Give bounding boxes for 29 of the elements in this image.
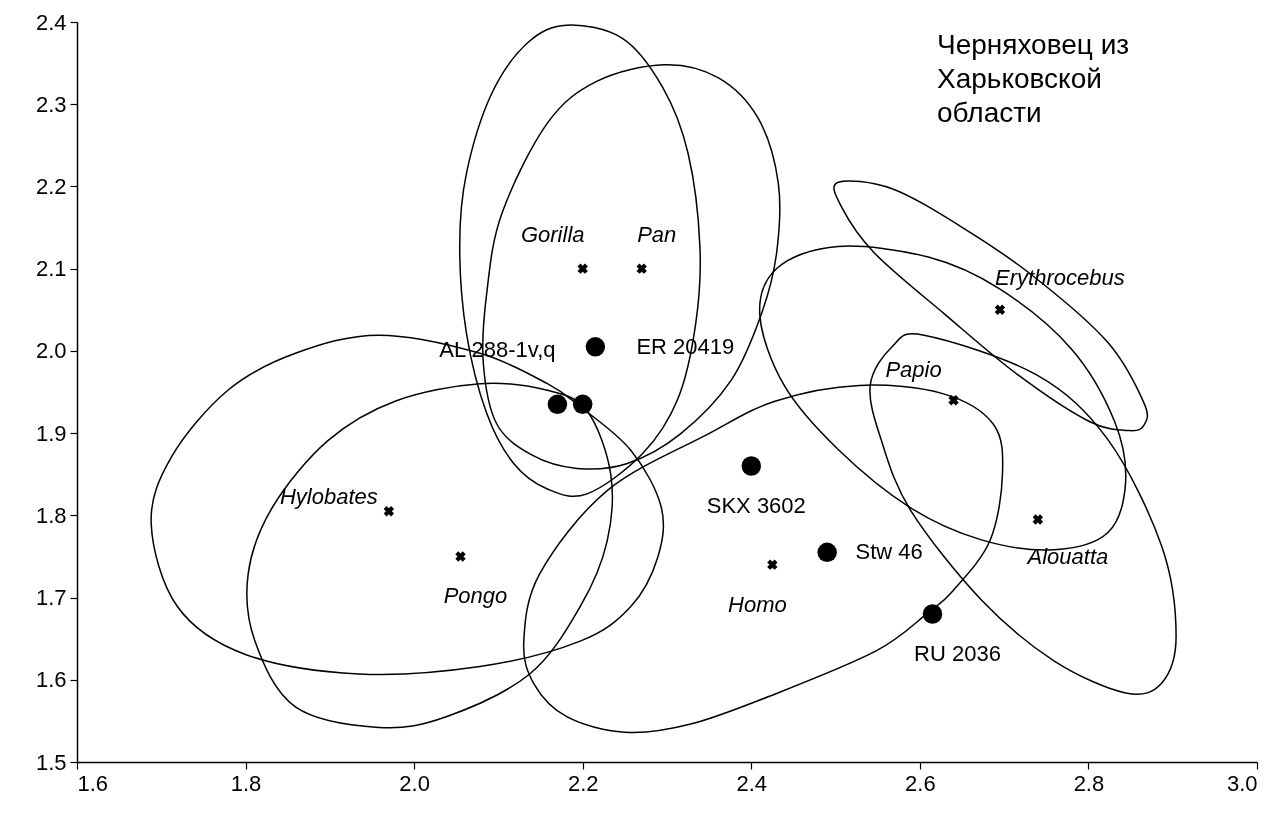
y-tick-label: 2.3 xyxy=(35,91,67,117)
data-label: RU 2036 xyxy=(914,641,1001,666)
x-tick-label: 3.0 xyxy=(1226,770,1258,796)
data-label: Homo xyxy=(728,591,787,617)
y-tick-label: 2.0 xyxy=(35,338,67,364)
y-tick-label: 1.8 xyxy=(35,502,67,528)
y-tick-label: 2.4 xyxy=(35,9,67,35)
x-tick-label: 1.8 xyxy=(230,770,262,796)
data-label: SKX 3602 xyxy=(706,493,806,518)
data-label: Alouatta xyxy=(1025,544,1109,570)
x-tick-label: 2.4 xyxy=(736,770,768,796)
y-tick-label: 1.7 xyxy=(35,585,67,611)
data-label: Papio xyxy=(885,357,942,383)
x-tick-label: 2.0 xyxy=(399,770,430,796)
y-tick-label: 1.6 xyxy=(35,667,67,693)
y-tick-label: 2.2 xyxy=(35,173,67,199)
x-tick-label: 1.6 xyxy=(77,770,109,796)
data-label: Gorilla xyxy=(520,221,585,247)
y-tick-label: 1.5 xyxy=(35,749,67,775)
y-tick-label: 2.1 xyxy=(35,256,67,282)
x-tick-label: 2.2 xyxy=(567,770,599,796)
data-label: Pan xyxy=(637,221,677,247)
x-tick-label: 2.6 xyxy=(905,770,936,796)
y-tick-label: 1.9 xyxy=(35,420,67,446)
annotation: Черняховец из Харьковской области xyxy=(937,29,1130,128)
data-label: Hylobates xyxy=(279,484,378,510)
data-label: Pongo xyxy=(443,583,508,609)
data-label: Stw 46 xyxy=(855,539,923,565)
x-tick-label: 2.8 xyxy=(1073,770,1105,796)
